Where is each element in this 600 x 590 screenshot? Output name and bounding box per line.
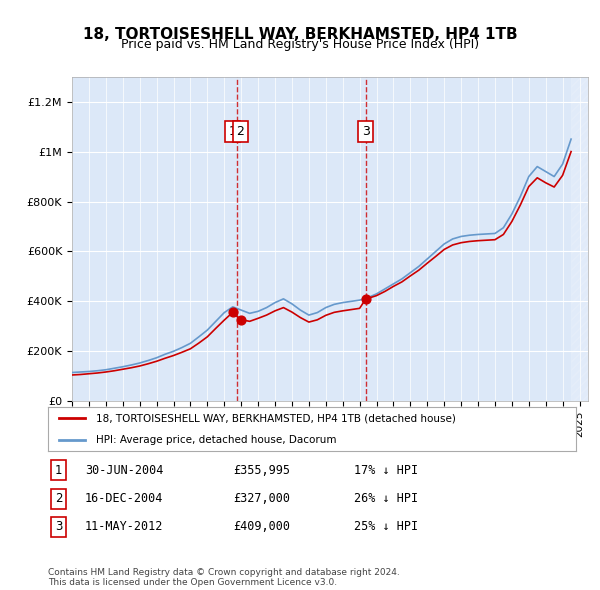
Point	[361, 294, 370, 304]
Text: 18, TORTOISESHELL WAY, BERKHAMSTED, HP4 1TB: 18, TORTOISESHELL WAY, BERKHAMSTED, HP4 …	[83, 27, 517, 41]
Text: 2: 2	[55, 492, 62, 505]
Text: 18, TORTOISESHELL WAY, BERKHAMSTED, HP4 1TB (detached house): 18, TORTOISESHELL WAY, BERKHAMSTED, HP4 …	[95, 413, 455, 423]
Text: 3: 3	[55, 520, 62, 533]
Text: 11-MAY-2012: 11-MAY-2012	[85, 520, 163, 533]
Text: Contains HM Land Registry data © Crown copyright and database right 2024.
This d: Contains HM Land Registry data © Crown c…	[48, 568, 400, 587]
Text: HPI: Average price, detached house, Dacorum: HPI: Average price, detached house, Daco…	[95, 435, 336, 445]
Point	[236, 315, 245, 324]
Text: 3: 3	[362, 125, 370, 138]
Text: 1: 1	[55, 464, 62, 477]
Text: 16-DEC-2004: 16-DEC-2004	[85, 492, 163, 505]
Text: £409,000: £409,000	[233, 520, 290, 533]
Text: £355,995: £355,995	[233, 464, 290, 477]
Text: 30-JUN-2004: 30-JUN-2004	[85, 464, 163, 477]
Text: 25% ↓ HPI: 25% ↓ HPI	[354, 520, 418, 533]
Text: 17% ↓ HPI: 17% ↓ HPI	[354, 464, 418, 477]
Text: Price paid vs. HM Land Registry's House Price Index (HPI): Price paid vs. HM Land Registry's House …	[121, 38, 479, 51]
Text: 2: 2	[236, 125, 244, 138]
Text: 26% ↓ HPI: 26% ↓ HPI	[354, 492, 418, 505]
Text: £327,000: £327,000	[233, 492, 290, 505]
Text: 1: 1	[229, 125, 236, 138]
Bar	[571, 77, 588, 401]
Point	[228, 307, 238, 317]
